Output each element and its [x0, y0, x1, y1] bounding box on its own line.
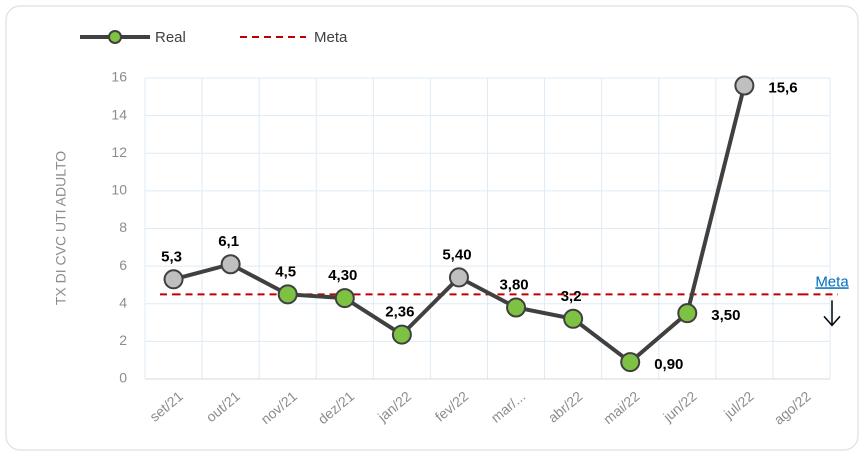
marker — [391, 324, 412, 345]
legend-marker — [108, 30, 122, 44]
y-tick-label: 0 — [119, 370, 127, 386]
y-tick-label: 4 — [119, 294, 127, 310]
data-label: 5,3 — [161, 248, 182, 265]
legend: Real Meta — [80, 29, 348, 46]
marker — [620, 352, 641, 373]
data-label: 3,50 — [711, 307, 740, 324]
marker — [448, 267, 469, 288]
marker — [563, 308, 584, 329]
annotation: Meta — [815, 273, 849, 290]
y-tick-label: 10 — [111, 182, 127, 198]
annotation-arrowhead — [823, 315, 841, 327]
y-tick-label: 12 — [111, 144, 127, 160]
marker — [220, 254, 241, 275]
data-label: 4,5 — [275, 263, 296, 280]
y-axis-label: TX DI CVC UTI ADULTO — [53, 151, 69, 305]
marker — [506, 297, 527, 318]
data-label: 2,36 — [385, 304, 414, 321]
y-tick-label: 2 — [119, 332, 127, 348]
marker — [677, 303, 698, 324]
data-label: 6,1 — [218, 233, 239, 250]
y-tick-label: 6 — [119, 257, 127, 273]
data-label: 3,2 — [561, 288, 582, 305]
y-tick-label: 14 — [111, 106, 127, 122]
y-tick-label: 8 — [119, 219, 127, 235]
marker — [163, 269, 184, 290]
data-label: 15,6 — [768, 79, 797, 96]
legend-label: Meta — [314, 29, 348, 46]
marker — [334, 288, 355, 309]
marker — [277, 284, 298, 305]
data-label: 3,80 — [499, 276, 528, 293]
data-label: 4,30 — [328, 267, 357, 284]
data-label: 5,40 — [442, 246, 471, 263]
y-tick-label: 16 — [111, 69, 127, 85]
marker — [734, 75, 755, 96]
legend-label: Real — [155, 29, 186, 46]
data-label: 0,90 — [654, 356, 683, 373]
